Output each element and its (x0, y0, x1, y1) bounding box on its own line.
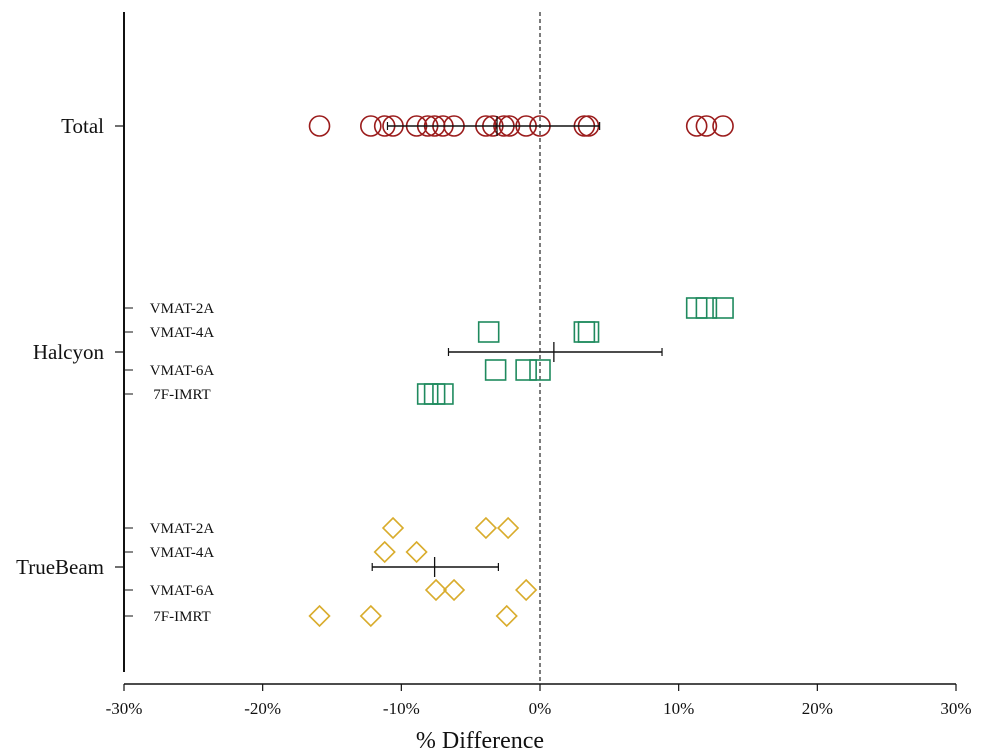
x-tick-label: 0% (529, 699, 552, 718)
data-point-circle (695, 115, 718, 137)
x-tick-label: 30% (940, 699, 971, 718)
series-halcyon (416, 297, 734, 405)
data-point-circle (360, 115, 382, 137)
data-point-diamond (442, 578, 466, 602)
subrow-label: VMAT-2A (150, 521, 215, 537)
axis-layer: -30% -20% -10% 0% 10% 20% 30% (106, 12, 972, 718)
x-tick-label: -10% (383, 699, 420, 718)
subrow-label: 7F-IMRT (153, 609, 210, 625)
subrow-label: VMAT-6A (150, 363, 215, 379)
data-point-diamond (424, 578, 448, 602)
data-point-circle (712, 115, 734, 137)
data-point-circle (685, 115, 708, 137)
data-point-square (529, 359, 551, 381)
group-label-halcyon: Halcyon (33, 340, 105, 364)
data-point-circle (308, 115, 331, 137)
data-point-diamond (308, 604, 331, 628)
subrow-label: 7F-IMRT (153, 387, 210, 403)
label-layer: Total Halcyon VMAT-2A VMAT-4A VMAT-6A 7F-IMRT… (16, 114, 214, 625)
series-total (308, 115, 734, 137)
data-point-square (695, 297, 718, 319)
x-tick-label: 10% (663, 699, 694, 718)
data-point-diamond (381, 516, 405, 540)
data-point-diamond (496, 516, 520, 540)
group-label-truebeam: TrueBeam (16, 555, 104, 579)
series-truebeam (308, 516, 538, 628)
x-tick-label: -30% (106, 699, 143, 718)
group-label-total: Total (61, 114, 104, 138)
data-point-square (577, 321, 600, 343)
data-point-square (515, 359, 537, 381)
x-tick-label: -20% (244, 699, 281, 718)
subrow-label: VMAT-4A (150, 545, 215, 561)
x-tick-label: 20% (802, 699, 833, 718)
subrow-label: VMAT-4A (150, 325, 215, 341)
data-point-square (477, 321, 500, 343)
data-point-square (573, 321, 596, 343)
data-point-square (484, 359, 507, 381)
data-point-square (712, 297, 734, 319)
data-point-diamond (515, 578, 538, 602)
subrow-label: VMAT-6A (150, 583, 215, 599)
data-point-diamond (474, 516, 498, 540)
data-point-square (432, 383, 454, 405)
data-point-diamond (373, 540, 396, 564)
marks-layer (308, 115, 734, 628)
data-point-square (423, 383, 446, 405)
data-point-square (416, 383, 439, 405)
data-point-diamond (495, 604, 518, 628)
data-point-diamond (359, 604, 382, 628)
subrow-label: VMAT-2A (150, 301, 215, 317)
data-point-diamond (405, 540, 428, 564)
x-axis-label: % Difference (416, 728, 544, 750)
